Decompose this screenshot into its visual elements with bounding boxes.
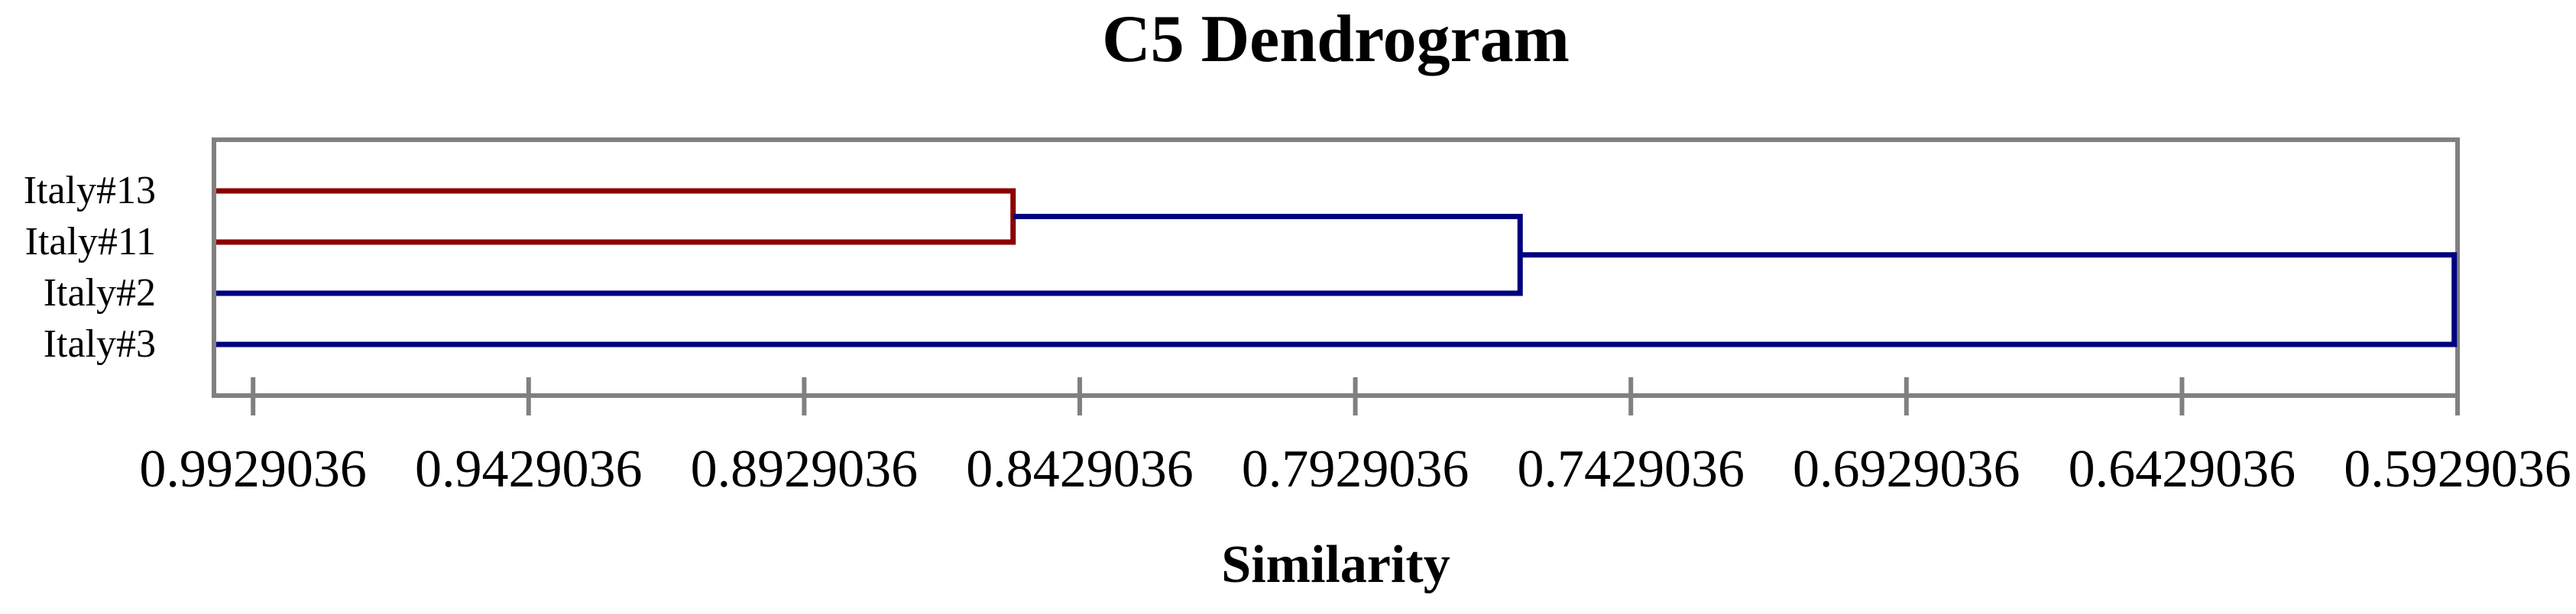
plot-border: [212, 137, 2460, 398]
axis-tick-label: 0.8429036: [966, 440, 1194, 499]
row-label: Italy#3: [43, 322, 156, 366]
axis-tick-label: 0.7429036: [1517, 440, 1745, 499]
row-label: Italy#11: [24, 220, 156, 263]
chart-title: C5 Dendrogram: [1102, 2, 1570, 76]
axis-tick-label: 0.8929036: [690, 440, 919, 499]
axis-tick-label: 0.9929036: [139, 440, 367, 499]
axis-tick-label: 0.7929036: [1241, 440, 1469, 499]
axis-tick-label: 0.9429036: [415, 440, 643, 499]
row-label: Italy#13: [23, 169, 156, 212]
axis-tick-label: 0.6929036: [1793, 440, 2020, 499]
axis-tick-label: 0.5929036: [2344, 440, 2571, 499]
axis-tick-label: 0.6429036: [2068, 440, 2296, 499]
x-axis-label: Similarity: [1221, 535, 1450, 594]
row-label: Italy#2: [43, 271, 156, 315]
